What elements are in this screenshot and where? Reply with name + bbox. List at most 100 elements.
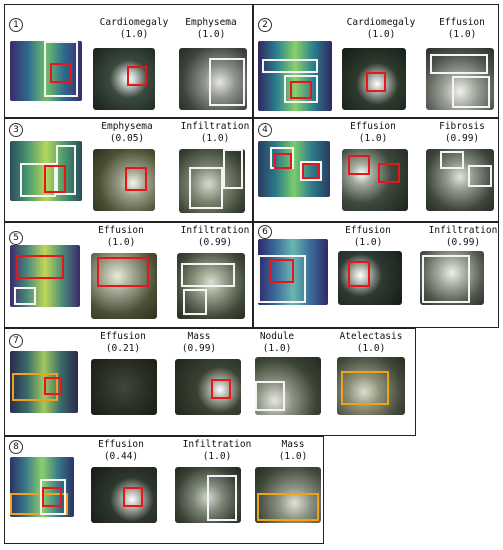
finding-box-white [209,58,245,106]
chest-xray-image [10,457,74,517]
finding-label: Effusion (0.21) [100,331,146,354]
finding-box-red [44,377,62,395]
finding-box-red [127,66,147,86]
finding-label: Mass (1.0) [278,439,308,462]
chest-xray-image [10,245,80,307]
heatmap-crop [175,359,241,415]
finding-box-white [300,161,322,181]
result-panel-2: 2 Cardiomegaly (1.0) Effusion (1.0) [253,4,499,118]
heatmap-crop [338,251,402,305]
finding-box-red [302,163,320,179]
finding-box-red [16,255,64,279]
finding-box-white [468,165,492,187]
finding-label: Effusion (1.0) [98,225,144,248]
heatmap-crop [342,149,408,211]
panel-number-badge: 1 [9,18,23,32]
finding-box-white [223,149,243,189]
heatmap-crop [175,467,241,523]
finding-box-white [255,381,285,411]
heatmap-crop [91,253,157,319]
finding-box-orange [257,493,319,521]
finding-box-red [378,163,400,183]
finding-box-red [97,257,149,287]
heatmap-crop [420,251,484,305]
result-panel-7: 7 Effusion (0.21) Mass (0.99) Nodule (1.0) … [4,328,416,436]
finding-box-red [270,259,294,283]
finding-box-white [284,75,318,103]
finding-box-white [422,255,470,303]
finding-box-red [123,487,143,507]
finding-box-white [430,54,488,74]
finding-label: Nodule (1.0) [259,331,295,354]
panel-number-badge: 3 [9,123,23,137]
result-panel-5: 5 Effusion (1.0) Infiltration (0.99) [4,222,253,328]
finding-box-white [181,263,235,287]
finding-box-white [207,475,237,521]
result-panel-3: 3 Emphysema (0.05) Infiltration (1.0) [4,118,253,222]
result-panel-1: 1 Cardiomegaly (1.0) Emphysema (1.0) [4,4,253,118]
panel-number-badge: 6 [258,225,272,239]
finding-box-white [189,167,223,209]
heatmap-crop [179,48,247,110]
panel-number-badge: 5 [9,231,23,245]
finding-box-red [50,63,72,83]
finding-label: Infiltration (0.99) [428,225,498,248]
chest-xray-image [10,141,82,201]
heatmap-crop [93,48,155,110]
panel-number-badge: 2 [258,18,272,32]
heatmap-crop [177,253,245,319]
finding-label: Infiltration (1.0) [180,121,250,144]
finding-box-white [452,76,490,108]
finding-box-white [440,151,464,169]
chest-xray-image [10,41,82,101]
heatmap-crop [337,357,405,415]
finding-label: Cardiomegaly (1.0) [99,17,169,40]
finding-box-white [14,287,36,305]
finding-box-white [262,59,318,73]
finding-label: Fibrosis (0.99) [439,121,485,144]
finding-box-red [274,153,292,169]
finding-label: Infiltration (0.99) [180,225,250,248]
heatmap-crop [255,467,321,523]
panel-number-badge: 4 [258,123,272,137]
chest-xray-image [258,41,332,111]
finding-box-red [348,261,370,287]
chest-xray-image [10,351,78,413]
chest-xray-image [258,141,330,197]
finding-box-white [258,255,306,303]
panel-number-badge: 7 [9,334,23,348]
heatmap-crop [91,467,157,523]
heatmap-crop [426,48,494,110]
finding-label: Effusion (0.44) [98,439,144,462]
heatmap-crop [255,357,321,415]
heatmap-crop [426,149,494,211]
chest-xray-image [258,239,328,305]
finding-box-red [348,155,370,175]
finding-label: Effusion (1.0) [345,225,391,248]
heatmap-crop [179,149,245,213]
finding-box-orange [12,373,58,401]
finding-box-red [366,72,386,92]
finding-box-white [44,41,78,97]
finding-label: Infiltration (1.0) [182,439,252,462]
finding-box-white [56,145,76,195]
finding-label: Mass (0.99) [181,331,217,354]
finding-label: Effusion (1.0) [439,17,485,40]
finding-label: Emphysema (1.0) [185,17,237,40]
finding-box-white [20,163,56,197]
finding-label: Atelectasis (1.0) [339,331,403,354]
heatmap-crop [342,48,406,110]
finding-label: Effusion (1.0) [350,121,396,144]
finding-label: Emphysema (0.05) [101,121,153,144]
result-panel-8: 8 Effusion (0.44) Infiltration (1.0) Mass(… [4,436,324,544]
finding-box-white [40,479,66,515]
finding-box-red [290,81,312,99]
finding-box-red [125,167,147,191]
finding-label: Cardiomegaly (1.0) [346,17,416,40]
finding-box-red [211,379,231,399]
heatmap-crop [91,359,157,415]
finding-box-white [183,289,207,315]
result-panel-4: 4 Effusion (1.0) Fibrosis (0.99) [253,118,499,222]
finding-box-orange [10,493,68,515]
finding-box-orange [341,371,389,405]
